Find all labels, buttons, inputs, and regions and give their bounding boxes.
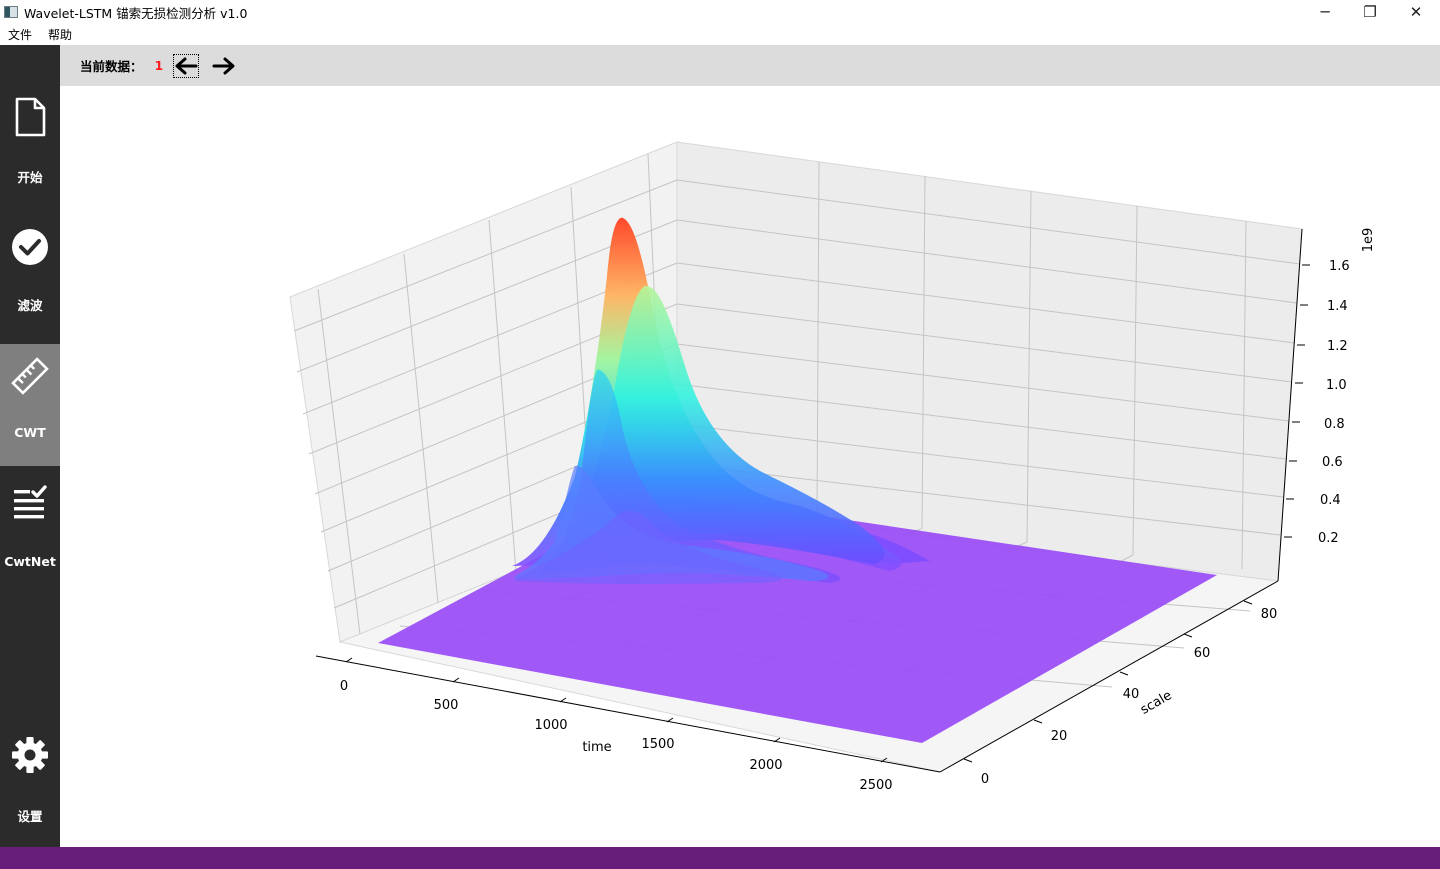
title-bar: Wavelet-LSTM 锚索无损检测分析 v1.0 ─ ❐ ✕ bbox=[0, 0, 1440, 24]
value-tick-label: 1.4 bbox=[1327, 299, 1348, 314]
current-data-label: 当前数据： bbox=[80, 59, 143, 74]
sidebar-item-cwt[interactable]: CWT bbox=[0, 344, 60, 466]
value-tick-label: 0.2 bbox=[1318, 531, 1339, 546]
menu-file[interactable]: 文件 bbox=[8, 28, 33, 42]
sidebar-item-label: 滤波 bbox=[17, 298, 43, 313]
value-tick-label: 1.6 bbox=[1329, 259, 1350, 274]
scale-tick-label: 20 bbox=[1051, 729, 1068, 744]
value-tick-label: 0.8 bbox=[1324, 417, 1345, 432]
time-axis-label: time bbox=[582, 740, 611, 755]
sidebar: 开始 滤波 CWT bbox=[0, 45, 60, 847]
time-tick-label: 2500 bbox=[859, 778, 892, 793]
time-tick-label: 0 bbox=[340, 679, 348, 694]
cwt-3d-plot[interactable]: 0 500 1000 1500 2000 2500 time 0 20 40 6… bbox=[60, 86, 1440, 847]
status-strip bbox=[0, 847, 1440, 869]
time-tick-label: 2000 bbox=[749, 758, 782, 773]
app-icon bbox=[4, 6, 18, 18]
sidebar-item-start[interactable]: 开始 bbox=[0, 45, 60, 185]
sidebar-item-label: 开始 bbox=[17, 170, 43, 185]
value-tick-label: 1.0 bbox=[1326, 378, 1347, 393]
next-data-button[interactable] bbox=[211, 54, 237, 78]
scale-tick-label: 0 bbox=[981, 772, 989, 787]
gear-icon bbox=[10, 735, 50, 775]
time-tick-label: 1500 bbox=[641, 737, 674, 752]
document-icon bbox=[10, 97, 50, 137]
current-data-value: 1 bbox=[154, 58, 164, 73]
previous-data-button[interactable] bbox=[173, 53, 200, 78]
time-tick-label: 500 bbox=[434, 698, 459, 713]
scale-tick-label: 40 bbox=[1123, 687, 1140, 702]
close-button[interactable]: ✕ bbox=[1409, 3, 1423, 21]
value-tick-label: 0.6 bbox=[1322, 455, 1343, 470]
ruler-icon bbox=[10, 356, 50, 396]
maximize-button[interactable]: ❐ bbox=[1363, 3, 1377, 21]
sidebar-item-label: CWT bbox=[14, 425, 46, 440]
menu-help[interactable]: 帮助 bbox=[48, 28, 73, 42]
arrow-right-icon bbox=[212, 57, 235, 74]
scale-tick-label: 60 bbox=[1194, 646, 1211, 661]
time-axis: 0 500 1000 1500 2000 2500 time bbox=[315, 655, 941, 793]
surface-chart: 0 500 1000 1500 2000 2500 time 0 20 40 6… bbox=[289, 141, 1376, 793]
time-tick-label: 1000 bbox=[534, 718, 567, 733]
arrow-left-icon bbox=[175, 57, 198, 74]
check-circle-icon bbox=[10, 227, 50, 267]
sidebar-item-settings[interactable]: 设置 bbox=[0, 719, 60, 847]
sidebar-item-filter[interactable]: 滤波 bbox=[0, 173, 60, 343]
surface-ridges bbox=[512, 217, 930, 584]
value-offset-label: 1e9 bbox=[1361, 228, 1376, 253]
checklist-icon bbox=[10, 482, 50, 522]
sidebar-item-label: CwtNet bbox=[4, 554, 56, 569]
value-tick-label: 0.4 bbox=[1320, 493, 1341, 508]
sidebar-item-label: 设置 bbox=[17, 809, 43, 824]
menu-bar: 文件 帮助 bbox=[0, 24, 1440, 45]
data-toolbar: 当前数据： 1 bbox=[60, 45, 1440, 86]
value-tick-label: 1.2 bbox=[1327, 339, 1348, 354]
sidebar-item-cwtnet[interactable]: CwtNet bbox=[0, 466, 60, 594]
minimize-button[interactable]: ─ bbox=[1320, 3, 1330, 21]
window-title: Wavelet-LSTM 锚索无损检测分析 v1.0 bbox=[24, 5, 248, 21]
value-axis: 0.2 0.4 0.6 0.8 1.0 1.2 1.4 1.6 1e9 bbox=[1277, 228, 1376, 582]
scale-axis-label: scale bbox=[1138, 688, 1175, 718]
scale-tick-label: 80 bbox=[1261, 607, 1278, 622]
